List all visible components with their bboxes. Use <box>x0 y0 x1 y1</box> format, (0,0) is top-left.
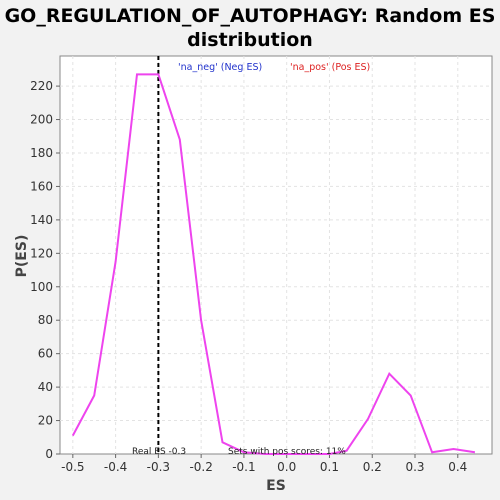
y-tick-label: 100 <box>30 280 53 294</box>
x-tick-label: 0.0 <box>277 460 296 474</box>
y-tick-label: 140 <box>30 213 53 227</box>
plot-area <box>60 56 492 454</box>
y-tick-label: 220 <box>30 79 53 93</box>
legend-pos-es: 'na_pos' (Pos ES) <box>290 62 370 73</box>
x-tick-label: 0.3 <box>405 460 424 474</box>
legend-neg-es: 'na_neg' (Neg ES) <box>178 62 262 73</box>
x-tick-label: -0.3 <box>147 460 170 474</box>
x-tick-label: -0.2 <box>189 460 212 474</box>
x-tick-label: 0.1 <box>320 460 339 474</box>
x-tick-label: 0.4 <box>448 460 467 474</box>
pos-scores-annotation: Sets with pos scores: 11% <box>228 447 346 457</box>
x-axis-title: ES <box>266 478 286 494</box>
y-tick-label: 80 <box>38 313 53 327</box>
y-tick-label: 60 <box>38 347 53 361</box>
x-tick-label: 0.2 <box>363 460 382 474</box>
x-axis-ticks: -0.5 -0.4 -0.3 -0.2 -0.1 0.0 0.1 0.2 0.3 0.4 <box>61 454 467 474</box>
y-tick-label: 20 <box>38 414 53 428</box>
x-tick-label: -0.1 <box>232 460 255 474</box>
y-tick-label: 180 <box>30 146 53 160</box>
chart-title-line2: distribution <box>187 29 313 51</box>
y-tick-label: 40 <box>38 380 53 394</box>
y-axis-title: P(ES) <box>14 235 30 278</box>
y-tick-label: 160 <box>30 179 53 193</box>
chart-title-line1: GO_REGULATION_OF_AUTOPHAGY: Random ES <box>5 5 496 27</box>
y-tick-label: 120 <box>30 246 53 260</box>
x-tick-label: -0.5 <box>61 460 84 474</box>
real-es-label: Real ES -0.3 <box>132 447 186 457</box>
y-tick-label: 0 <box>45 447 53 461</box>
x-tick-label: -0.4 <box>104 460 127 474</box>
y-tick-label: 200 <box>30 113 53 127</box>
y-axis-ticks: 0 20 40 60 80 100 120 140 160 180 200 220 <box>30 79 60 461</box>
